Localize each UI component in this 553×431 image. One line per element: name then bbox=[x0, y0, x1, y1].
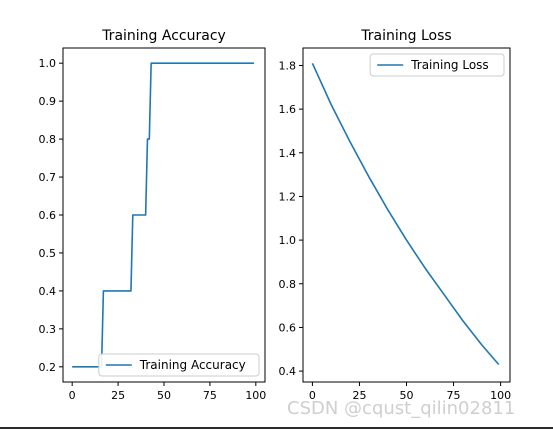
y-tick-label: 1.2 bbox=[279, 190, 297, 203]
legend-label: Training Accuracy bbox=[139, 358, 246, 372]
y-tick-label: 0.8 bbox=[279, 278, 297, 291]
x-tick-label: 25 bbox=[111, 389, 125, 402]
legend: Training Accuracy bbox=[98, 353, 260, 377]
x-tick-label: 75 bbox=[447, 389, 461, 402]
chart-title: Training Accuracy bbox=[101, 28, 226, 44]
chart-title: Training Loss bbox=[360, 28, 451, 44]
bottom-divider bbox=[0, 427, 553, 429]
legend-box bbox=[369, 53, 505, 77]
series-line bbox=[311, 62, 500, 366]
x-tick-label: 0 bbox=[69, 389, 76, 402]
y-tick-label: 0.5 bbox=[39, 247, 57, 260]
y-tick-label: 0.6 bbox=[39, 209, 57, 222]
x-tick-label: 50 bbox=[400, 389, 414, 402]
x-tick-label: 100 bbox=[245, 389, 266, 402]
x-tick-label: 100 bbox=[490, 389, 511, 402]
chart-panel-2: Training Loss 0 25 50 75 100 0.4 0.6 0.8 1.0 1.2 1.… bbox=[279, 28, 512, 402]
legend: Training Loss bbox=[369, 53, 505, 77]
y-tick-label: 0.3 bbox=[39, 323, 57, 336]
y-tick-label: 0.6 bbox=[279, 321, 297, 334]
axes-frame bbox=[62, 47, 266, 383]
x-tick-label: 75 bbox=[203, 389, 217, 402]
y-tick-label: 1.4 bbox=[279, 147, 297, 160]
y-tick-label: 0.2 bbox=[39, 361, 57, 374]
axes-frame bbox=[302, 47, 511, 383]
y-tick-label: 1.0 bbox=[39, 57, 57, 70]
x-tick-label: 25 bbox=[352, 389, 366, 402]
series-line bbox=[72, 62, 254, 368]
y-tick-label: 1.6 bbox=[279, 103, 297, 116]
chart-panel-1: Training Accuracy 0 25 50 75 100 0.2 0.3 0.4 0.5 0… bbox=[39, 28, 267, 402]
y-tick-label: 1.0 bbox=[279, 234, 297, 247]
y-tick-label: 0.4 bbox=[39, 285, 57, 298]
legend-box bbox=[98, 353, 260, 377]
y-tick-label: 1.8 bbox=[279, 59, 297, 72]
legend-label: Training Loss bbox=[410, 58, 488, 72]
y-tick-label: 0.4 bbox=[279, 365, 297, 378]
watermark-text: CSDN @cqust_qilin02811 bbox=[287, 398, 516, 419]
x-tick-label: 50 bbox=[157, 389, 171, 402]
y-tick-label: 0.8 bbox=[39, 133, 57, 146]
x-tick-label: 0 bbox=[309, 389, 316, 402]
y-tick-label: 0.9 bbox=[39, 95, 57, 108]
y-tick-label: 0.7 bbox=[39, 171, 57, 184]
